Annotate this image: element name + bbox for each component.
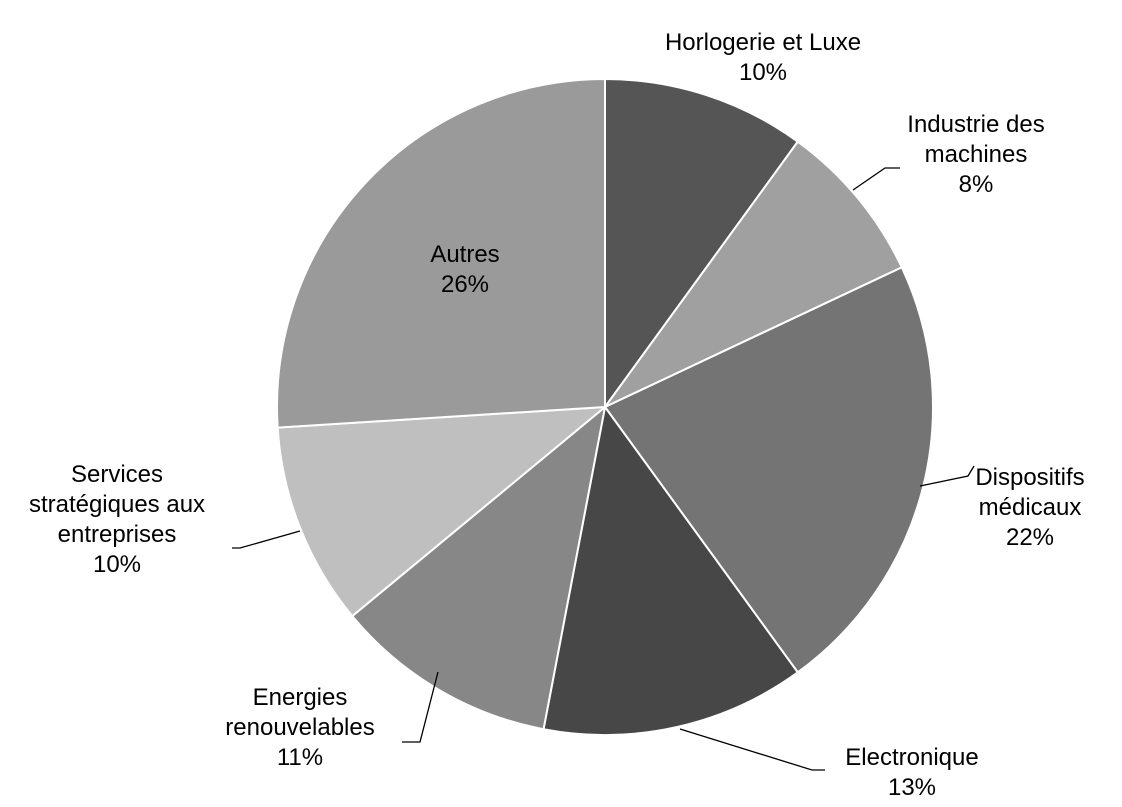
slices (276, 77, 934, 736)
slice-label: Dispositifs médicaux 22% (955, 463, 1105, 553)
value-label: 8% (958, 171, 994, 198)
pie-slice (276, 77, 606, 429)
leader-line (679, 728, 825, 771)
category-label: Industrie des machines (907, 111, 1045, 168)
slice-label: Autres 26% (390, 240, 540, 300)
category-label: Services stratégiques aux entreprises (28, 461, 206, 548)
pie-slice (604, 140, 904, 408)
leader-line (402, 671, 439, 743)
value-label: 11% (276, 744, 324, 771)
category-label: Autres (430, 241, 500, 268)
pie-slice (604, 77, 800, 411)
value-label: 10% (738, 59, 788, 86)
leader-line (852, 167, 900, 191)
category-label: Energies renouvelables (225, 684, 375, 741)
category-label: Electronique (845, 744, 979, 771)
leader-lines (232, 167, 975, 771)
leader-line (919, 465, 975, 487)
value-label: 22% (1005, 524, 1055, 551)
value-label: 26% (440, 271, 490, 298)
slice-label: Services stratégiques aux entreprises 10% (22, 460, 212, 580)
slice-label: Industrie des machines 8% (876, 110, 1076, 200)
category-label: Dispositifs médicaux (975, 464, 1085, 521)
pie-slice (542, 404, 800, 736)
slice-label: Horlogerie et Luxe 10% (653, 28, 873, 88)
category-label: Horlogerie et Luxe (664, 29, 862, 56)
pie-slice (350, 404, 607, 731)
value-label: 13% (887, 774, 937, 801)
value-label: 10% (92, 551, 142, 578)
pie-slice (276, 405, 609, 618)
slice-label: Electronique 13% (812, 743, 1012, 803)
leader-line (232, 530, 301, 549)
slice-label: Energies renouvelables 11% (200, 683, 400, 773)
pie-slice (603, 266, 934, 674)
